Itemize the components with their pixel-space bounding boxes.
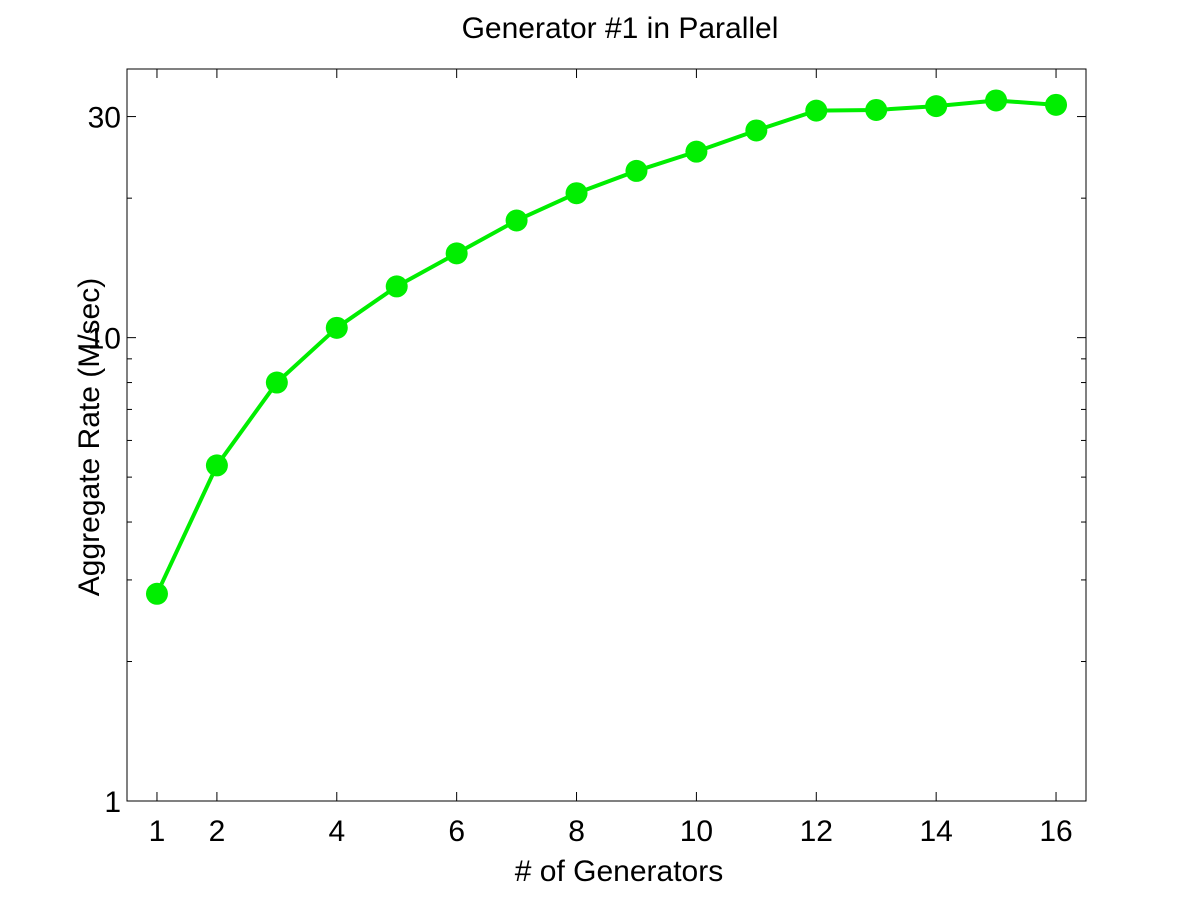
data-point	[985, 89, 1008, 112]
x-tick-label: 4	[328, 815, 345, 848]
x-tick-label: 12	[800, 815, 833, 848]
x-tick-label: 6	[448, 815, 465, 848]
data-point	[805, 99, 828, 122]
data-point	[745, 119, 768, 142]
y-axis-label: Aggregate Rate (M/sec)	[73, 278, 106, 596]
data-point	[205, 454, 228, 477]
data-point	[265, 371, 288, 394]
data-point	[565, 182, 588, 205]
data-point	[145, 582, 168, 605]
data-point	[445, 242, 468, 265]
series-line	[155, 98, 1057, 595]
x-tick-label: 10	[680, 815, 713, 848]
chart-title: Generator #1 in Parallel	[462, 12, 779, 45]
y-tick-label: 1	[104, 786, 121, 819]
data-point	[685, 140, 708, 163]
x-tick-label: 8	[568, 815, 585, 848]
y-tick-label: 30	[88, 102, 121, 135]
data-point	[625, 159, 648, 182]
data-point	[925, 95, 948, 118]
data-point	[865, 98, 888, 121]
data-point	[505, 209, 528, 232]
x-tick-label: 14	[919, 815, 952, 848]
data-series	[145, 89, 1068, 605]
x-axis-label: # of Generators	[515, 855, 723, 888]
data-point	[385, 275, 408, 298]
data-point	[1045, 93, 1068, 116]
x-tick-label: 1	[149, 815, 166, 848]
data-point	[325, 316, 348, 339]
y-tick-label: 10	[88, 323, 121, 356]
x-tick-label: 2	[209, 815, 226, 848]
x-tick-label: 16	[1039, 815, 1072, 848]
plot-area-frame	[126, 68, 1087, 802]
